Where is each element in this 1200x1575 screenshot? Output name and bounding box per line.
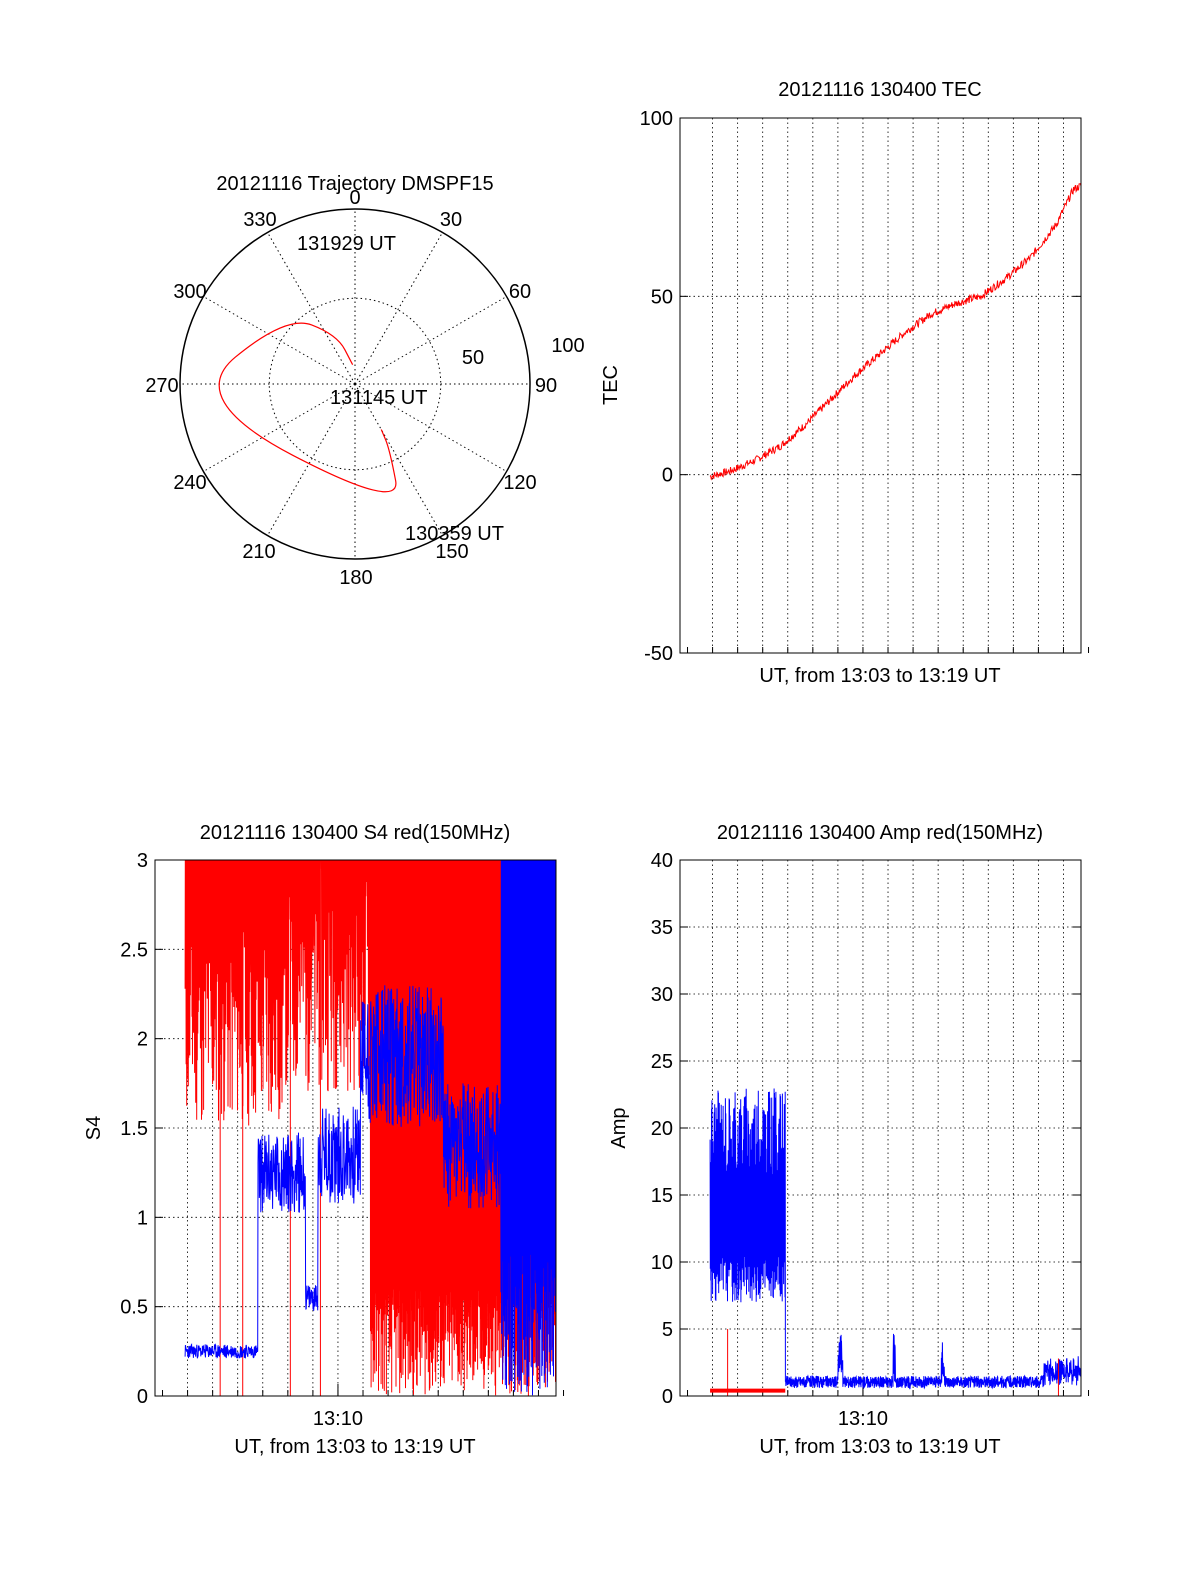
amp-ytick-label: 25: [651, 1051, 673, 1073]
polar-azimuth-label: 30: [440, 209, 462, 231]
s4-xlabel: UT, from 13:03 to 13:19 UT: [234, 1436, 475, 1458]
polar-azimuth-label: 240: [173, 472, 206, 494]
s4-y-tick-labels: 0 0.5 1 1.5 2 2.5 3: [120, 850, 148, 1408]
amp-ytick-label: 30: [651, 984, 673, 1006]
tec-ytick-label: 0: [662, 465, 673, 487]
polar-azimuth-label: 0: [349, 187, 360, 209]
tec-chart: 20121116 130400 TEC -50 0 50 100 UT, from 1…: [600, 79, 1090, 687]
tec-line: [709, 183, 1082, 481]
s4-series: [184, 859, 557, 1396]
polar-azimuth-label: 330: [243, 209, 276, 231]
tec-series-red: [709, 183, 1082, 481]
polar-trajectory-line: [218, 322, 397, 493]
amp-chart: 20121116 130400 Amp red(150MHz) 0 5 10 15 20…: [608, 822, 1090, 1458]
polar-azimuth-labels: 0 30 60 90 120 150 180 210 240 270 300 330 50 100: [145, 187, 584, 589]
s4-x-tick-label: 13:10: [313, 1408, 363, 1430]
amp-grid: [680, 859, 1090, 1397]
amp-ytick-label: 0: [662, 1386, 673, 1408]
polar-trajectory-chart: 20121116 Trajectory DMSPF15 0 30 60 90 120 15…: [145, 173, 584, 589]
polar-azimuth-label: 270: [145, 375, 178, 397]
polar-grid: [179, 208, 531, 560]
tec-xlabel: UT, from 13:03 to 13:19 UT: [759, 665, 1000, 687]
tec-ytick-label: 100: [640, 108, 673, 130]
amp-ytick-label: 20: [651, 1118, 673, 1140]
tec-ytick-label: -50: [644, 643, 673, 665]
s4-chart: 20121116 130400 S4 red(150MHz) 0 0.5 1 1.5 2…: [83, 822, 565, 1458]
s4-ytick-label: 1.5: [120, 1118, 148, 1140]
polar-spoke: [267, 232, 356, 385]
amp-series: [709, 1088, 1082, 1396]
amp-blue-line: [709, 1088, 1082, 1390]
s4-title: 20121116 130400 S4 red(150MHz): [200, 822, 511, 844]
s4-ylabel: S4: [83, 1116, 105, 1140]
tec-y-tick-labels: -50 0 50 100: [640, 108, 673, 665]
s4-ytick-label: 3: [137, 850, 148, 872]
polar-azimuth-label: 300: [173, 281, 206, 303]
amp-ytick-label: 35: [651, 917, 673, 939]
polar-spoke: [203, 296, 356, 385]
polar-ring-label: 100: [551, 335, 584, 357]
annotation-end: 131929 UT: [297, 233, 396, 255]
annotation-start: 130359 UT: [405, 523, 504, 545]
amp-x-tick-label: 13:10: [838, 1408, 888, 1430]
polar-azimuth-label: 180: [339, 567, 372, 589]
amp-ytick-label: 15: [651, 1185, 673, 1207]
tec-ytick-label: 50: [651, 286, 673, 308]
s4-plot-frame: [154, 859, 557, 1397]
amp-y-tick-labels: 0 5 10 15 20 25 30 35 40: [651, 850, 673, 1408]
s4-red-line: [184, 859, 557, 1396]
polar-outer-ring: [179, 208, 531, 560]
s4-ytick-label: 2.5: [120, 939, 148, 961]
amp-plot-frame: [679, 859, 1082, 1397]
s4-ytick-label: 0: [137, 1386, 148, 1408]
polar-spoke: [354, 296, 507, 385]
s4-blue-line: [184, 859, 557, 1396]
s4-ytick-label: 1: [137, 1207, 148, 1229]
amp-ytick-label: 10: [651, 1252, 673, 1274]
amp-ylabel: Amp: [608, 1107, 630, 1148]
annotation-mid: 131145 UT: [330, 387, 427, 409]
tec-grid: [680, 117, 1090, 654]
amp-title: 20121116 130400 Amp red(150MHz): [717, 822, 1043, 844]
tec-plot-frame: [679, 117, 1082, 654]
s4-ytick-label: 2: [137, 1029, 148, 1051]
polar-azimuth-label: 90: [535, 375, 557, 397]
tec-ylabel: TEC: [600, 365, 622, 405]
tec-title: 20121116 130400 TEC: [778, 79, 982, 101]
amp-ytick-label: 5: [662, 1319, 673, 1341]
polar-azimuth-label: 60: [509, 281, 531, 303]
polar-azimuth-label: 120: [503, 472, 536, 494]
polar-azimuth-label: 210: [242, 541, 275, 563]
polar-trajectory-series: [218, 322, 397, 493]
amp-ytick-label: 40: [651, 850, 673, 872]
s4-ytick-label: 0.5: [120, 1297, 148, 1319]
polar-spoke: [354, 232, 443, 385]
polar-azimuth-label: 150: [435, 541, 468, 563]
amp-xlabel: UT, from 13:03 to 13:19 UT: [759, 1436, 1000, 1458]
polar-ring-label: 50: [462, 347, 484, 369]
polar-title: 20121116 Trajectory DMSPF15: [216, 173, 493, 195]
